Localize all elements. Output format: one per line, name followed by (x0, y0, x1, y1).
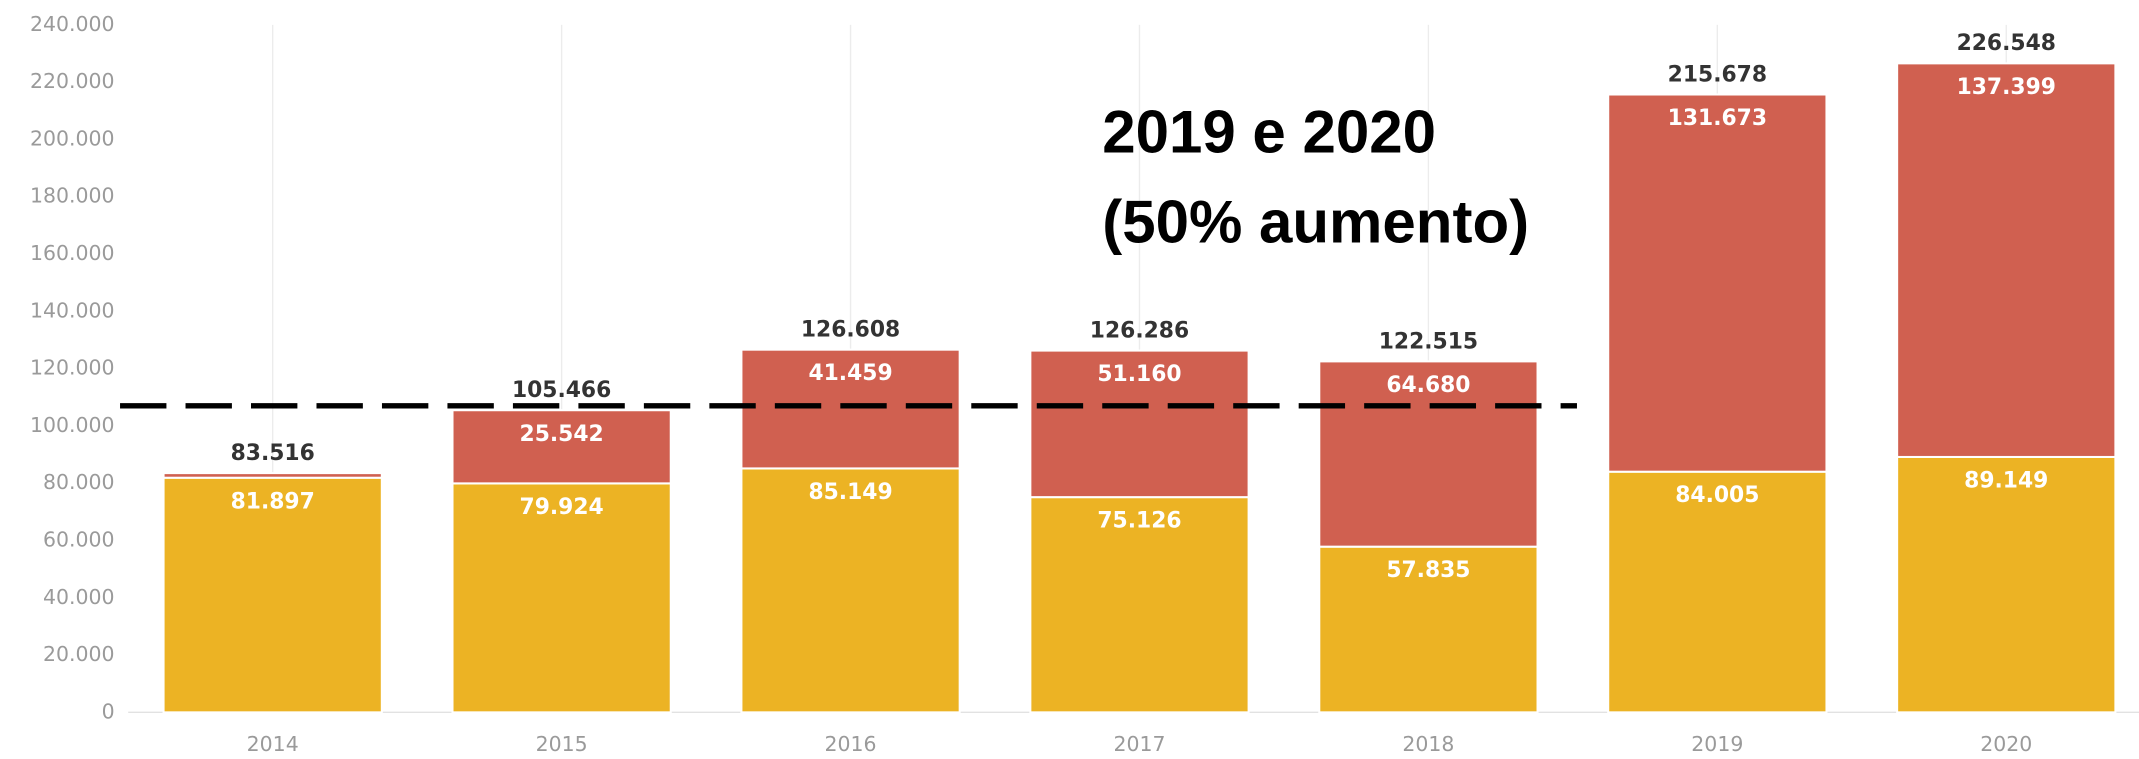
total-label: 105.466 (512, 378, 611, 403)
data-label: 84.005 (1675, 483, 1759, 508)
bar-segment (451, 482, 672, 714)
data-label: 131.673 (1668, 106, 1767, 131)
bar-segment (1029, 349, 1250, 499)
bar-segment (162, 472, 383, 479)
total-label: 215.678 (1668, 62, 1767, 87)
data-label: 64.680 (1386, 373, 1470, 398)
annotation: (50% aumento) (1102, 189, 1529, 256)
x-tick-label: 2020 (1980, 732, 2032, 756)
y-tick-label: 220.000 (30, 69, 115, 93)
y-tick-label: 120.000 (30, 356, 115, 380)
bar-segment (162, 476, 383, 714)
bar-segment (451, 409, 672, 485)
total-label: 83.516 (231, 441, 315, 466)
total-label: 122.515 (1379, 329, 1478, 354)
y-tick-label: 140.000 (30, 298, 115, 322)
y-tick-label: 60.000 (43, 527, 115, 551)
x-tick-label: 2019 (1691, 732, 1743, 756)
x-tick-label: 2017 (1113, 732, 1165, 756)
data-label: 25.542 (520, 422, 604, 447)
data-label: 89.149 (1964, 469, 2048, 494)
bar-segment (1896, 62, 2117, 458)
data-label: 41.459 (808, 361, 892, 386)
x-tick-label: 2018 (1402, 732, 1454, 756)
bar-segment (1029, 496, 1250, 714)
data-label: 57.835 (1386, 558, 1470, 583)
y-tick-label: 200.000 (30, 126, 115, 150)
y-tick-label: 240.000 (30, 12, 115, 36)
annotation: 2019 e 2020 (1102, 99, 1436, 166)
data-label: 81.897 (231, 489, 315, 514)
bar-segment (1896, 455, 2117, 714)
data-label: 85.149 (808, 480, 892, 505)
bar-segment (1607, 470, 1828, 714)
y-tick-label: 80.000 (43, 470, 115, 494)
y-tick-label: 160.000 (30, 241, 115, 265)
total-label: 126.286 (1090, 318, 1189, 343)
data-label: 137.399 (1957, 75, 2056, 100)
bar-segment (740, 348, 961, 470)
x-tick-label: 2015 (536, 732, 588, 756)
data-label: 79.924 (520, 495, 604, 520)
x-tick-label: 2014 (247, 732, 299, 756)
y-tick-label: 40.000 (43, 585, 115, 609)
data-label: 75.126 (1097, 509, 1181, 534)
bar-segment (1607, 93, 1828, 473)
x-tick-label: 2016 (825, 732, 877, 756)
y-tick-label: 0 (102, 699, 115, 723)
data-label: 51.160 (1097, 362, 1181, 387)
y-tick-label: 20.000 (43, 642, 115, 666)
y-tick-label: 180.000 (30, 184, 115, 208)
total-label: 126.608 (801, 318, 900, 343)
bar-segment (1318, 360, 1539, 548)
total-label: 226.548 (1957, 31, 2056, 56)
y-tick-label: 100.000 (30, 413, 115, 437)
bar-segment (740, 467, 961, 714)
